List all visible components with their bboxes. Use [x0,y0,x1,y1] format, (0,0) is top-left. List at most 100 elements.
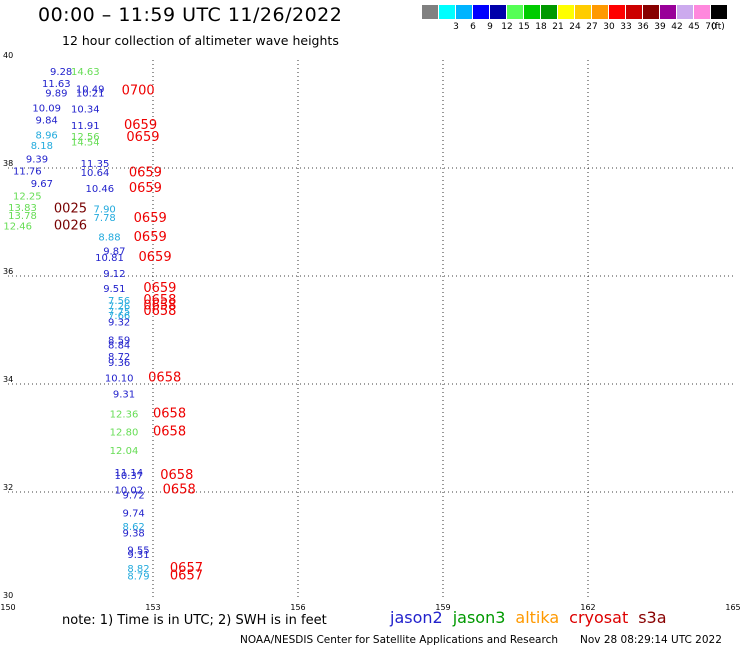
wave-height-value: 10.81 [95,253,124,264]
y-tick-label: 36 [3,267,13,276]
colorbar-swatch [592,5,608,19]
legend-item-s3a: s3a [638,608,667,627]
pass-time-label: 0026 [54,219,87,234]
wave-height-value: 10.02 [115,486,144,497]
wave-height-value: 12.80 [110,427,139,438]
wave-height-value: 13.78 [8,211,37,222]
pass-time-label: 0657 [170,561,203,576]
wave-height-value: 9.87 [103,246,125,257]
generated-timestamp: Nov 28 08:29:14 UTC 2022 [580,634,722,646]
wave-height-value: 8.18 [31,141,53,152]
wave-height-value: 9.67 [31,179,53,190]
colorbar-label: 15 [518,22,530,32]
colorbar-label: 36 [637,22,649,32]
x-tick-label: 153 [145,603,160,612]
pass-time-label: 0658 [148,370,181,385]
colorbar-swatch [524,5,540,19]
colorbar-label: 30 [603,22,615,32]
colorbar-label: 39 [654,22,666,32]
x-tick-label: 162 [580,603,595,612]
wave-height-value: 14.54 [71,137,100,148]
wave-height-value: 10.46 [86,184,115,195]
wave-height-value: 9.31 [127,550,149,561]
wave-height-value: 12.46 [3,222,32,233]
wave-height-value: 10.21 [76,89,105,100]
pass-time-label: 0659 [129,181,162,196]
colorbar-swatch [456,5,472,19]
wave-height-value: 9.12 [103,269,125,280]
colorbar-label: 3 [453,22,459,32]
pass-time-label: 0659 [129,166,162,181]
wave-height-value: 9.28 [50,67,72,78]
axis-ticks: 150 153 156 159 162 165 40 38 36 34 32 30 [0,51,740,612]
pass-time-label: 0658 [143,304,176,319]
wave-height-value: 7.26 [108,301,130,312]
wave-height-value: 10.64 [81,168,110,179]
wave-height-value: 8.84 [108,340,130,351]
pass-time-label: 0659 [126,130,159,145]
colorbar-swatch [439,5,455,19]
x-tick-label: 165 [725,603,740,612]
colorbar-label: 21 [552,22,564,32]
map-title: 00:00 – 11:59 UTC 11/26/2022 [38,4,343,26]
pass-time-label: 0659 [143,281,176,296]
wave-height-value: 12.36 [110,409,139,420]
colorbar-swatch [541,5,557,19]
satellite-legend: jason2 jason3 altika cryosat s3a [390,608,677,627]
pass-time-label: 0658 [153,406,186,421]
colorbar-swatch [558,5,574,19]
colorbar-label: 33 [620,22,632,32]
pass-time-label: 0700 [122,84,155,99]
y-tick-label: 30 [3,591,13,600]
pass-time-label: 0659 [139,250,172,265]
legend-item-cryosat: cryosat [569,608,629,627]
pass-time-label: 0657 [170,568,203,583]
colorbar-swatch [677,5,693,19]
wave-height-value: 8.62 [123,522,145,533]
pass-time-label: 0659 [134,211,167,226]
wave-height-value: 9.55 [127,546,149,557]
colorbar-swatch [609,5,625,19]
colorbar-swatch [422,5,438,19]
pass-time-label: 0025 [54,201,87,216]
wave-height-value: 8.72 [108,352,130,363]
wave-height-value: 10.37 [115,471,144,482]
wave-height-value: 10.49 [76,84,105,95]
colorbar-swatch [643,5,659,19]
colorbar-label: 27 [586,22,598,32]
wave-height-value: 10.09 [32,103,61,114]
wave-height-value: 10.10 [105,373,134,384]
wave-height-value: 10.34 [71,104,100,115]
legend-item-jason2: jason2 [390,608,443,627]
wave-height-value: 8.88 [98,232,120,243]
wave-height-value: 9.39 [26,155,48,166]
wave-height-value: 11.91 [71,121,100,132]
wave-height-value: 9.36 [108,358,130,369]
colorbar-swatch [626,5,642,19]
colorbar-swatch [694,5,710,19]
legend-item-altika: altika [515,608,560,627]
y-tick-label: 38 [3,159,13,168]
wave-height-value: 11.76 [13,166,42,177]
colorbar-unit: (ft) [711,22,725,32]
colorbar-label: 24 [569,22,581,32]
pass-time-label: 0658 [143,298,176,313]
colorbar-label: 9 [487,22,493,32]
wave-height-value: 7.90 [94,204,116,215]
pass-time-label: 0658 [160,468,193,483]
footnote: note: 1) Time is in UTC; 2) SWH is in fe… [62,613,327,628]
wave-height-value: 9.51 [103,284,125,295]
pass-time-label: 0659 [134,230,167,245]
colorbar-label: 6 [470,22,476,32]
wave-height-value: 12.04 [110,446,139,457]
colorbar-swatch [473,5,489,19]
wave-height-value: 9.89 [45,89,67,100]
wave-height-value: 12.56 [71,132,100,143]
map-subtitle: 12 hour collection of altimeter wave hei… [62,33,339,48]
x-tick-label: 156 [290,603,305,612]
map-grid [8,60,733,600]
colorbar-label: 18 [535,22,547,32]
time-labels: 0700065906590659065900250659002606590659… [54,84,203,584]
